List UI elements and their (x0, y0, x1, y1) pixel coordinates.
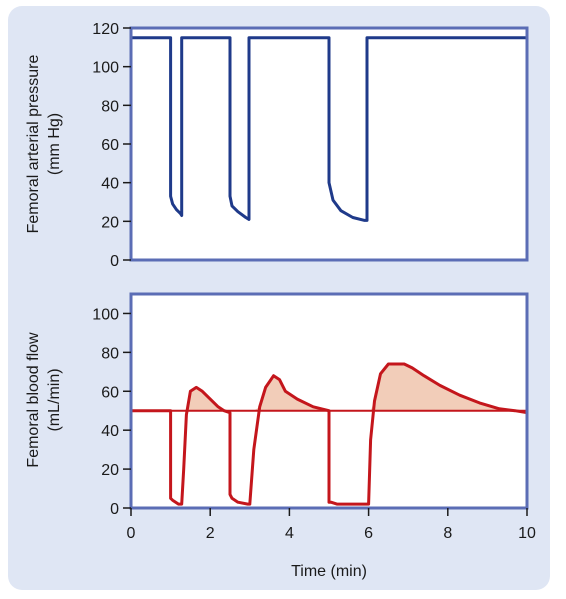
flow-y-tick-label: 40 (101, 423, 119, 440)
x-tick-label: 6 (364, 525, 373, 542)
pressure-y-tick-label: 40 (101, 176, 119, 193)
flow-y-tick-label: 60 (101, 384, 119, 401)
pressure-series-line (131, 36, 527, 222)
flow-series-line (131, 362, 528, 506)
x-axis-label: Time (min) (291, 563, 367, 580)
flow-y-tick-label: 20 (101, 462, 119, 479)
x-tick-label: 10 (518, 525, 536, 542)
pressure-y-tick-label: 120 (92, 21, 119, 38)
pressure-y-tick-label: 0 (110, 253, 119, 270)
pressure-y-tick-label: 80 (101, 98, 119, 115)
pressure-y-axis-unit: (mm Hg) (46, 113, 63, 175)
x-tick-label: 4 (285, 525, 294, 542)
flow-hyperemia-fill (183, 387, 230, 411)
flow-plot-frame (129, 292, 529, 510)
flow-y-tick-label: 100 (92, 306, 119, 323)
pressure-y-tick-label: 20 (101, 214, 119, 231)
pressure-y-axis-label: Femoral arterial pressure (25, 55, 42, 234)
flow-y-tick-label: 80 (101, 345, 119, 362)
pressure-y-tick-label: 60 (101, 137, 119, 154)
flow-hyperemia-fill (370, 364, 527, 411)
pressure-y-tick-label: 100 (92, 60, 119, 77)
flow-y-tick-label: 0 (110, 501, 119, 518)
flow-y-axis-unit: (mL/min) (46, 368, 63, 431)
flow-y-axis-label: Femoral blood flow (25, 332, 42, 468)
x-tick-label: 0 (127, 525, 136, 542)
flow-hyperemia-fill (253, 375, 329, 411)
x-tick-label: 2 (206, 525, 215, 542)
x-tick-label: 8 (443, 525, 452, 542)
